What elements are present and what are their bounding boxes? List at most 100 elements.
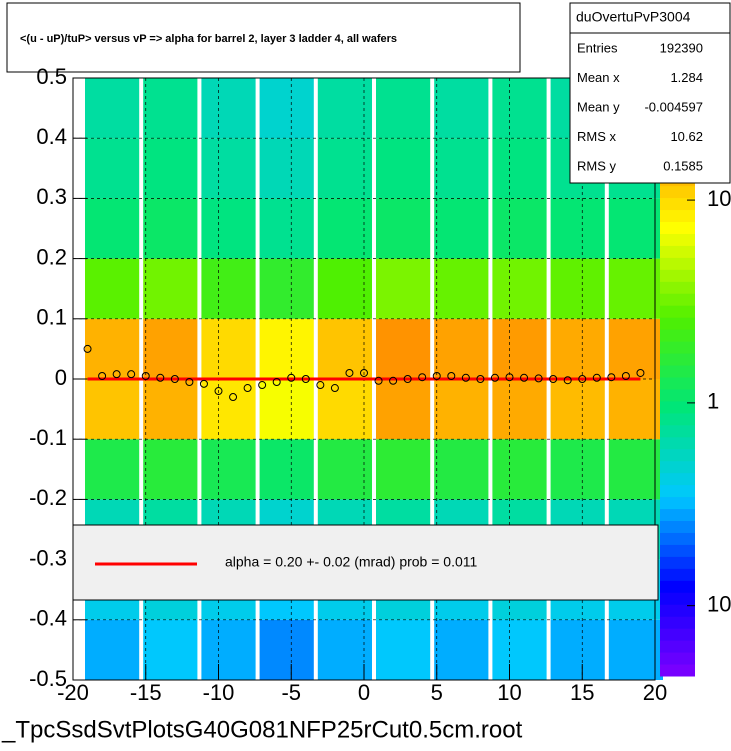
colorbar-cell: [660, 544, 695, 557]
heat-cell: [259, 318, 314, 379]
profile-point: [316, 381, 325, 390]
heat-cell: [85, 379, 140, 440]
heat-cell: [492, 258, 547, 319]
x-tick-label: 20: [643, 680, 667, 705]
heat-cell: [434, 619, 489, 680]
heat-cell: [492, 379, 547, 440]
x-tick-label: -10: [203, 680, 235, 705]
heat-cell: [434, 78, 489, 139]
colorbar-cell: [660, 472, 695, 486]
profile-point: [345, 368, 354, 377]
profile-point: [272, 378, 281, 387]
stats-box: [569, 2, 731, 184]
heat-cell: [201, 439, 256, 500]
profile-point: [621, 371, 630, 380]
colorbar-cell: [660, 592, 695, 605]
z-tick-label: 10: [707, 186, 731, 211]
colorbar-cell: [660, 353, 695, 366]
profile-point: [360, 368, 368, 377]
z-tick-label: 10: [707, 591, 731, 616]
heat-cell: [376, 78, 431, 139]
x-tick-label: -20: [57, 680, 89, 705]
profile-point: [432, 371, 441, 380]
y-tick-label: 0.3: [36, 184, 67, 209]
profile-point: [229, 393, 238, 402]
heat-cell: [492, 619, 547, 680]
heat-cell: [259, 258, 314, 319]
heat-cell: [259, 619, 314, 680]
stats-value: 192390: [660, 40, 703, 55]
profile-point: [403, 375, 412, 383]
heat-cell: [317, 198, 372, 259]
heat-cell: [550, 619, 605, 680]
heat-cell: [201, 78, 256, 139]
profile-point: [301, 375, 310, 383]
stats-label: Mean x: [577, 70, 620, 85]
colorbar-cell: [660, 652, 695, 665]
heat-cell: [259, 138, 314, 199]
colorbar-cell: [660, 341, 695, 354]
heat-cell: [434, 258, 489, 319]
colorbar-cell: [660, 448, 695, 462]
heat-cell: [376, 258, 431, 319]
heat-cell: [376, 379, 431, 440]
colorbar-cell: [660, 580, 695, 593]
heat-cell: [608, 619, 663, 680]
y-tick-label: -0.5: [29, 666, 67, 691]
heat-cell: [85, 439, 140, 500]
colorbar-cell: [660, 436, 695, 450]
colorbar-cell: [660, 365, 695, 378]
colorbar-cell: [660, 293, 695, 306]
heat-cell: [608, 258, 663, 319]
heat-cell: [85, 619, 140, 680]
profile-point: [98, 371, 107, 380]
y-tick-label: -0.3: [29, 545, 67, 570]
colorbar-cell: [660, 388, 695, 402]
colorbar-cell: [660, 257, 695, 270]
profile-point: [592, 373, 601, 382]
heat-cell: [492, 439, 547, 500]
heat-cell: [376, 198, 431, 259]
colorbar-cell: [660, 233, 695, 246]
colorbar-cell: [660, 604, 695, 617]
profile-point: [112, 370, 121, 379]
heat-cell: [608, 198, 663, 259]
colorbar-cell: [660, 484, 695, 498]
profile-point: [534, 374, 543, 383]
stats-label: Mean y: [577, 99, 620, 114]
colorbar-cell: [660, 460, 695, 474]
x-tick-label: -5: [281, 680, 301, 705]
heat-cell: [317, 439, 372, 500]
colorbar-cell: [660, 532, 695, 545]
heat-cell: [376, 439, 431, 500]
heat-cell: [143, 78, 198, 139]
profile-point: [476, 375, 485, 383]
heat-cell: [376, 138, 431, 199]
x-tick-label: 0: [358, 680, 370, 705]
heat-cell: [434, 318, 489, 379]
heat-cell: [608, 318, 663, 379]
heat-cell: [434, 198, 489, 259]
colorbar-cell: [660, 329, 695, 342]
heat-cell: [85, 78, 140, 139]
colorbar-cell: [660, 317, 695, 330]
heat-cell: [492, 78, 547, 139]
profile-point: [578, 375, 587, 383]
heat-cell: [259, 198, 314, 259]
profile-point: [636, 368, 645, 377]
colorbar-cell: [660, 508, 695, 522]
profile-point: [505, 373, 514, 382]
stats-label: RMS x: [577, 129, 617, 144]
heat-cell: [143, 198, 198, 259]
profile-point: [461, 373, 470, 382]
y-tick-label: 0.1: [36, 305, 67, 330]
heat-cell: [434, 379, 489, 440]
y-tick-label: 0.4: [36, 124, 67, 149]
heat-cell: [550, 258, 605, 319]
x-tick-label: 5: [431, 680, 443, 705]
y-tick-label: -0.2: [29, 485, 67, 510]
heat-cell: [201, 198, 256, 259]
heat-cell: [550, 439, 605, 500]
heat-cell: [434, 439, 489, 500]
